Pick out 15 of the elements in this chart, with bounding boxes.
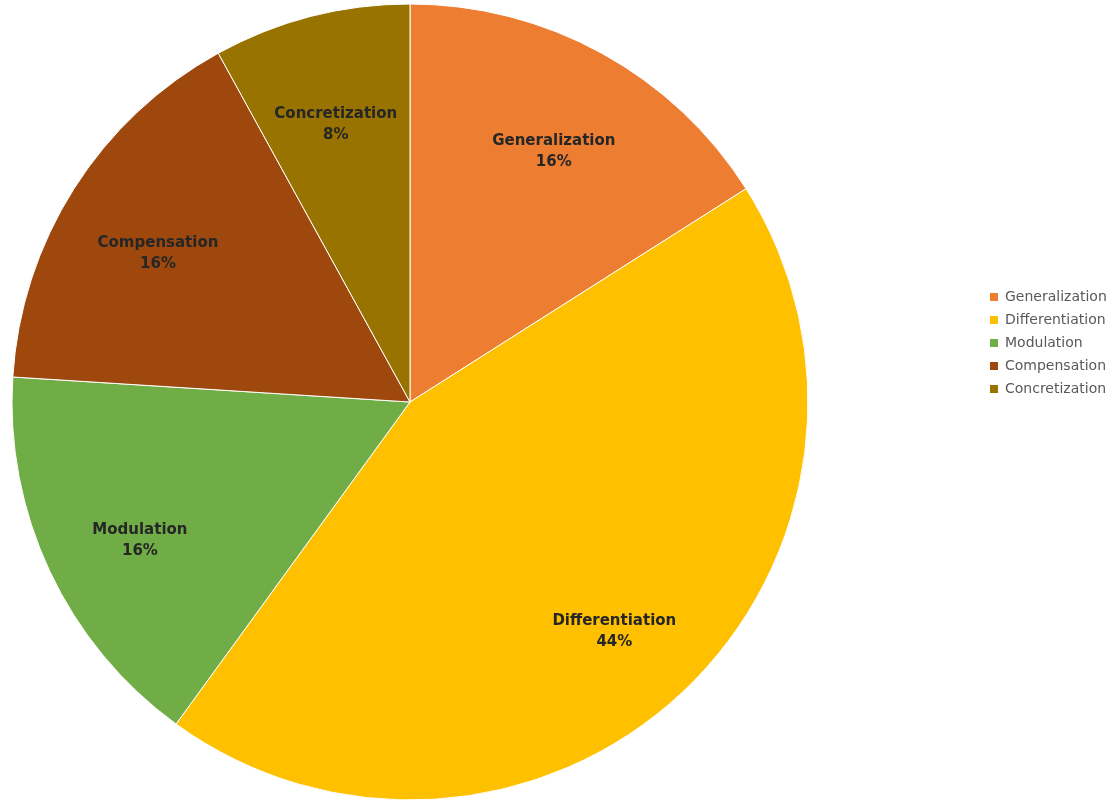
slice-label: Compensation xyxy=(97,233,219,252)
slice-label: Differentiation xyxy=(552,610,677,629)
data-label: 16% xyxy=(121,541,158,560)
legend-label: Differentiation xyxy=(1005,311,1106,327)
legend-label: Compensation xyxy=(1005,357,1107,373)
data-label: 16% xyxy=(535,152,572,171)
data-label: 16% xyxy=(140,254,176,273)
slice-label: Generalization xyxy=(492,131,616,150)
legend-label: Modulation xyxy=(1005,334,1083,350)
data-label: 8% xyxy=(323,124,349,143)
data-label: 44% xyxy=(596,631,633,650)
legend-label: Concretization xyxy=(1005,380,1107,396)
legend-label: Generalization xyxy=(1005,288,1107,304)
slice-label: Modulation xyxy=(92,520,188,539)
slice-label: Concretization xyxy=(274,103,398,122)
